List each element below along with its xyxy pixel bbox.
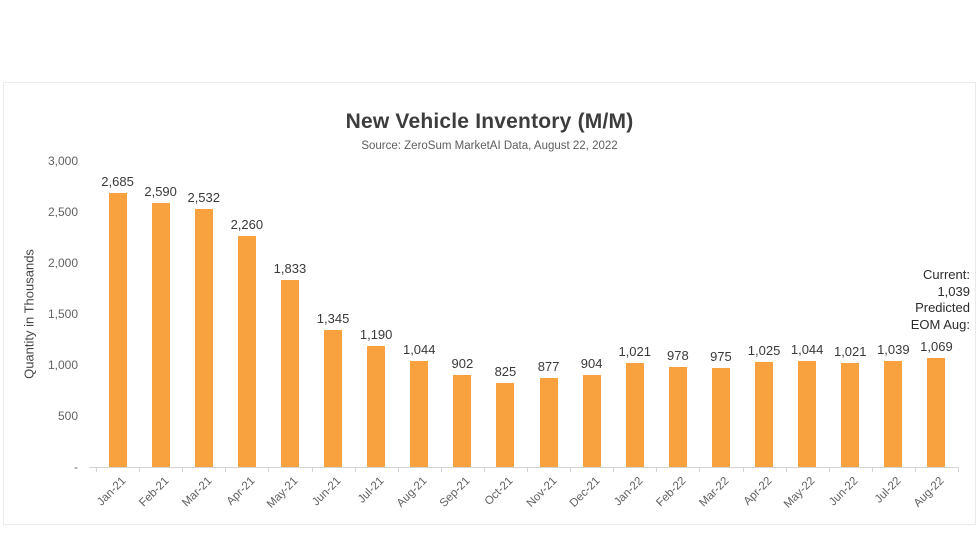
axis-tick xyxy=(483,467,485,472)
bar xyxy=(496,383,515,467)
bar xyxy=(453,375,472,467)
axis-tick xyxy=(570,467,572,472)
y-tick-label: 3,000 xyxy=(47,154,78,168)
axis-tick xyxy=(268,467,270,472)
bar xyxy=(194,209,213,467)
bar xyxy=(668,367,687,467)
axis-tick xyxy=(742,467,744,472)
axis-tick xyxy=(182,467,184,472)
bar xyxy=(582,375,601,467)
bar xyxy=(367,346,386,467)
annotation-line: Predicted xyxy=(915,300,970,315)
bar-value-label: 1,044 xyxy=(402,342,436,357)
bar xyxy=(237,236,256,467)
axis-tick xyxy=(139,467,141,472)
bar xyxy=(798,361,817,467)
bar-value-label: 2,590 xyxy=(144,184,177,199)
bar-value-label: 1,021 xyxy=(618,344,652,359)
x-tick-label: Oct-21 xyxy=(483,475,516,508)
bar xyxy=(625,363,644,467)
axis-tick xyxy=(613,467,615,472)
y-tick-label: 2,000 xyxy=(47,256,78,270)
axis-tick xyxy=(699,467,701,472)
annotation-line: EOM Aug: xyxy=(910,316,970,332)
chart-card: New Vehicle Inventory (M/M) Source: Zero… xyxy=(3,82,976,525)
bar xyxy=(324,330,343,467)
bar-value-label: 1,044 xyxy=(790,342,824,357)
bar-value-label: 825 xyxy=(494,364,517,379)
x-tick-label: Aug-22 xyxy=(912,475,947,510)
bar-value-label: 902 xyxy=(451,356,474,371)
bar-value-label: 877 xyxy=(537,359,560,374)
x-tick-label: Jan-21 xyxy=(94,475,129,509)
x-tick-label: Nov-21 xyxy=(524,475,560,510)
bar-value-label: 1,025 xyxy=(747,343,781,358)
y-tick-label: - xyxy=(74,460,78,474)
axis-tick xyxy=(96,467,97,472)
bar xyxy=(884,361,903,467)
x-axis-line xyxy=(89,467,958,468)
axis-tick xyxy=(527,467,528,472)
bar-value-label: 1,039 xyxy=(877,342,910,357)
y-tick-label: 500 xyxy=(57,409,78,423)
bar-value-label: 904 xyxy=(580,356,603,371)
bar xyxy=(280,280,299,467)
axis-tick xyxy=(914,467,916,472)
axis-tick xyxy=(656,467,658,472)
annotation-line: Current: xyxy=(923,267,970,282)
bar xyxy=(410,361,429,467)
bar-value-label: 1,190 xyxy=(359,327,393,342)
chart-title: New Vehicle Inventory (M/M) xyxy=(345,110,634,133)
y-tick-label: 1,500 xyxy=(47,307,78,321)
bar xyxy=(711,368,730,467)
x-tick-label: Jul-22 xyxy=(873,475,904,506)
bar-value-label: 1,833 xyxy=(273,261,307,276)
bar-value-label: 1,345 xyxy=(316,311,350,326)
bar xyxy=(927,358,946,467)
bar-value-label: 1,069 xyxy=(920,339,953,354)
axis-tick xyxy=(440,467,442,472)
bar xyxy=(841,363,860,467)
chart-subtitle: Source: ZeroSum MarketAI Data, August 22… xyxy=(361,140,618,152)
bar-value-label: 975 xyxy=(710,349,732,364)
bar xyxy=(108,193,127,467)
axis-tick xyxy=(871,467,873,472)
bar-value-label: 978 xyxy=(666,348,689,363)
bar xyxy=(755,362,774,467)
axis-tick xyxy=(311,467,313,472)
annotation-line: 1,039 xyxy=(937,283,970,299)
bar-value-label: 2,532 xyxy=(187,190,221,205)
y-tick-label: 2,500 xyxy=(47,205,78,219)
axis-tick xyxy=(397,467,399,472)
axis-tick xyxy=(958,467,959,472)
axis-tick xyxy=(828,467,830,472)
y-tick-label: 1,000 xyxy=(47,358,78,372)
annotation-current-predicted: Current: 1,039 Predicted EOM Aug: xyxy=(911,267,970,333)
bar xyxy=(151,203,170,467)
bar-value-label: 2,260 xyxy=(230,217,264,232)
axis-tick xyxy=(785,467,787,472)
bar-value-label: 2,685 xyxy=(101,174,134,189)
axis-tick xyxy=(225,467,227,472)
x-tick-label: Sep-21 xyxy=(438,475,473,510)
bar-value-label: 1,021 xyxy=(833,344,867,359)
axis-tick xyxy=(354,467,356,472)
bar xyxy=(539,378,558,467)
